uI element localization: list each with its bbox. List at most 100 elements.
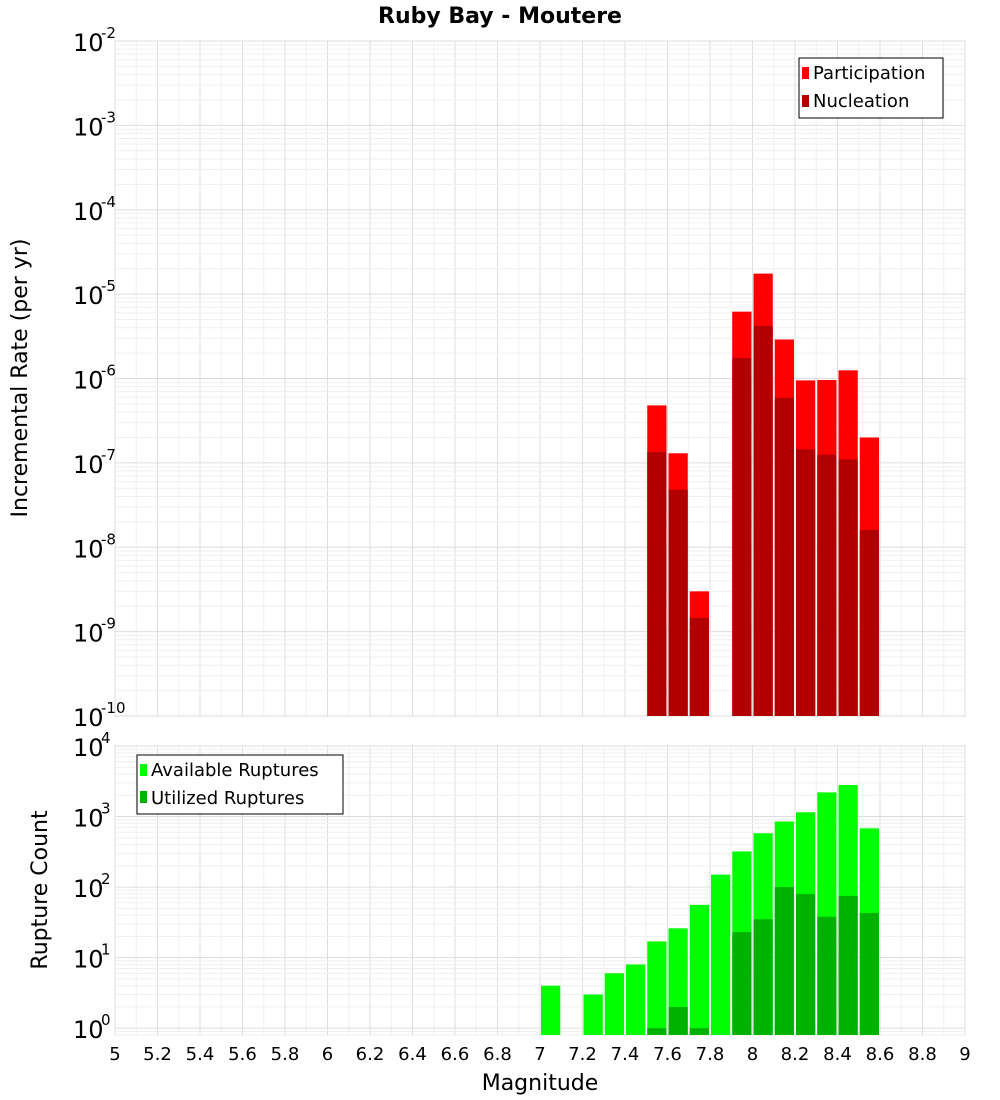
bottom-bar-available-ruptures: [626, 964, 646, 1035]
top-y-tick: 10-7: [73, 446, 116, 479]
utilized-ruptures-legend-label: Utilized Ruptures: [151, 788, 304, 809]
top-y-tick-exponent: -10: [101, 699, 126, 717]
nucleation-legend-swatch: [802, 95, 809, 107]
top-y-tick: 10-10: [73, 699, 126, 732]
top-y-tick-exponent: -3: [101, 108, 116, 126]
bottom-y-tick-base: 10: [73, 805, 104, 833]
bottom-bar-utilized-ruptures: [774, 887, 794, 1035]
top-bar-nucleation: [774, 397, 794, 716]
top-bar-nucleation: [838, 459, 858, 716]
bottom-y-tick-exponent: 2: [101, 870, 111, 888]
bottom-bar-available-ruptures: [604, 973, 624, 1035]
top-y-tick-base: 10: [73, 367, 104, 395]
top-legend-box: [798, 57, 944, 119]
x-tick-label: 6.8: [483, 1044, 512, 1065]
nucleation-legend-label: Nucleation: [813, 91, 909, 112]
top-grid: [114, 40, 966, 717]
top-bar-nucleation: [689, 618, 709, 716]
bottom-bar-utilized-ruptures: [796, 893, 816, 1035]
top-y-tick-exponent: -6: [101, 362, 116, 380]
top-y-tick-exponent: -4: [101, 193, 116, 211]
bottom-y-tick-base: 10: [73, 946, 104, 974]
top-bar-nucleation: [647, 451, 667, 716]
top-bar-nucleation: [796, 449, 816, 716]
x-tick-label: 7: [534, 1044, 545, 1065]
x-tick-label: 9: [959, 1044, 970, 1065]
bottom-bar-utilized-ruptures: [647, 1028, 667, 1035]
x-tick-label: 7.4: [611, 1044, 640, 1065]
top-y-tick: 10-9: [73, 615, 116, 648]
top-y-tick: 10-3: [73, 108, 116, 141]
bottom-y-tick-exponent: 1: [101, 941, 111, 959]
x-tick-label: 6.2: [356, 1044, 385, 1065]
top-y-tick-base: 10: [73, 282, 104, 310]
bottom-y-tick-exponent: 0: [101, 1011, 111, 1029]
bottom-y-tick: 104: [73, 729, 111, 762]
x-tick-label: 8.2: [781, 1044, 810, 1065]
available-ruptures-legend-label: Available Ruptures: [151, 760, 319, 781]
bottom-bar-utilized-ruptures: [859, 912, 879, 1035]
top-bars: [647, 273, 879, 716]
bottom-bar-utilized-ruptures: [753, 919, 773, 1035]
bottom-y-tick-base: 10: [73, 875, 104, 903]
bottom-bar-utilized-ruptures: [817, 916, 837, 1035]
x-ticks: 5 5.2 5.4 5.6 5.8 6 6.2 6.4 6.6 6.8 7 7.2 7.4 7.6 7.8 8…: [109, 1044, 970, 1065]
top-bar-nucleation: [817, 454, 837, 716]
bottom-bar-utilized-ruptures: [732, 932, 752, 1035]
bottom-y-tick: 102: [73, 870, 111, 903]
top-y-tick: 10-5: [73, 277, 116, 310]
x-tick-label: 5.2: [143, 1044, 172, 1065]
top-bar-nucleation: [668, 489, 688, 716]
x-tick-label: 6: [322, 1044, 333, 1065]
bottom-bar-available-ruptures: [647, 941, 667, 1035]
top-y-tick-exponent: -5: [101, 277, 116, 295]
top-y-tick-base: 10: [73, 29, 104, 57]
top-y-tick-exponent: -8: [101, 530, 116, 548]
top-bar-nucleation: [859, 530, 879, 716]
top-y-tick: 10-6: [73, 362, 116, 395]
chart-title: Ruby Bay - Moutere: [378, 4, 622, 29]
x-tick-label: 8.6: [866, 1044, 895, 1065]
bottom-legend-box: [136, 754, 344, 815]
bottom-bar-utilized-ruptures: [689, 1028, 709, 1035]
bottom-bar-available-ruptures: [583, 994, 603, 1035]
x-axis-label: Magnitude: [482, 1071, 599, 1096]
x-tick-label: 5: [109, 1044, 120, 1065]
top-y-tick: 10-2: [73, 24, 116, 57]
bottom-bar-available-ruptures: [689, 904, 709, 1035]
x-tick-label: 6.4: [398, 1044, 427, 1065]
utilized-ruptures-legend-swatch: [140, 791, 147, 803]
x-tick-label: 8.8: [908, 1044, 937, 1065]
top-y-tick-base: 10: [73, 620, 104, 648]
bottom-bar-available-ruptures: [541, 985, 561, 1035]
x-tick-label: 5.4: [186, 1044, 215, 1065]
top-y-tick: 10-4: [73, 193, 116, 226]
x-tick-label: 5.6: [228, 1044, 257, 1065]
top-bar-nucleation: [732, 357, 752, 716]
bottom-legend: Available Ruptures Utilized Ruptures: [136, 754, 344, 815]
bottom-bar-utilized-ruptures: [668, 1006, 688, 1035]
bottom-bar-available-ruptures: [711, 874, 731, 1035]
x-tick-label: 5.8: [271, 1044, 300, 1065]
bottom-y-tick-base: 10: [73, 734, 104, 762]
available-ruptures-legend-swatch: [140, 764, 147, 776]
top-legend: Participation Nucleation: [798, 57, 944, 119]
x-tick-label: 7.6: [653, 1044, 682, 1065]
bottom-y-tick-exponent: 4: [101, 729, 111, 747]
x-tick-label: 7.8: [696, 1044, 725, 1065]
bottom-y-tick-base: 10: [73, 1016, 104, 1044]
bottom-y-axis-label: Rupture Count: [28, 810, 53, 970]
x-tick-label: 8: [747, 1044, 758, 1065]
participation-legend-label: Participation: [813, 63, 925, 84]
participation-legend-swatch: [802, 67, 809, 79]
top-y-tick-base: 10: [73, 198, 104, 226]
bottom-y-tick: 100: [73, 1011, 111, 1044]
top-y-tick-base: 10: [73, 535, 104, 563]
x-tick-label: 6.6: [441, 1044, 470, 1065]
top-y-tick-exponent: -9: [101, 615, 116, 633]
